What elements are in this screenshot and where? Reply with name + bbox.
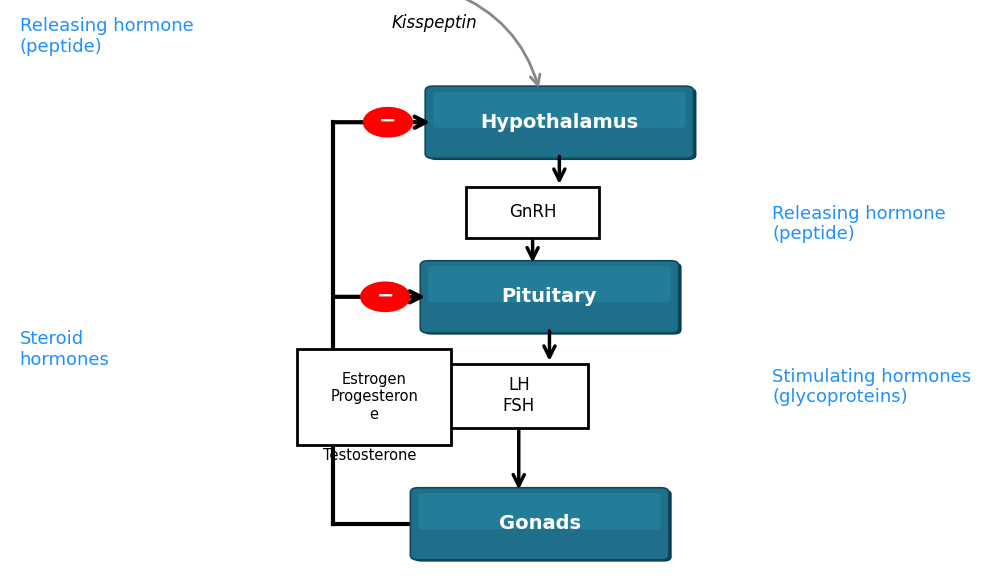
FancyBboxPatch shape bbox=[424, 262, 682, 335]
FancyBboxPatch shape bbox=[411, 488, 669, 560]
Text: −: − bbox=[379, 111, 397, 131]
Bar bbox=[449, 364, 588, 428]
Text: LH
FSH: LH FSH bbox=[503, 377, 535, 415]
Text: Stimulating hormones
(glycoproteins): Stimulating hormones (glycoproteins) bbox=[772, 368, 971, 406]
FancyBboxPatch shape bbox=[414, 489, 672, 562]
FancyBboxPatch shape bbox=[421, 261, 679, 333]
Circle shape bbox=[364, 108, 412, 136]
FancyBboxPatch shape bbox=[428, 88, 697, 160]
Circle shape bbox=[361, 283, 409, 311]
Text: Steroid
hormones: Steroid hormones bbox=[20, 330, 110, 368]
Text: −: − bbox=[376, 286, 394, 306]
Text: Pituitary: Pituitary bbox=[502, 288, 597, 306]
Circle shape bbox=[361, 283, 409, 311]
FancyBboxPatch shape bbox=[419, 493, 661, 529]
Text: Releasing hormone
(peptide): Releasing hormone (peptide) bbox=[772, 205, 946, 243]
Bar bbox=[297, 349, 451, 445]
Text: Estrogen
Progesteron
e: Estrogen Progesteron e bbox=[331, 372, 418, 422]
FancyBboxPatch shape bbox=[425, 86, 693, 158]
FancyBboxPatch shape bbox=[433, 91, 685, 127]
Circle shape bbox=[364, 108, 412, 136]
Text: Testosterone: Testosterone bbox=[323, 448, 416, 463]
Text: Kisspeptin: Kisspeptin bbox=[391, 15, 476, 32]
FancyBboxPatch shape bbox=[429, 266, 671, 302]
Bar bbox=[466, 187, 600, 238]
Text: Releasing hormone
(peptide): Releasing hormone (peptide) bbox=[20, 17, 194, 56]
Text: Hypothalamus: Hypothalamus bbox=[480, 113, 639, 132]
Text: Gonads: Gonads bbox=[499, 514, 580, 533]
Text: GnRH: GnRH bbox=[509, 204, 556, 221]
